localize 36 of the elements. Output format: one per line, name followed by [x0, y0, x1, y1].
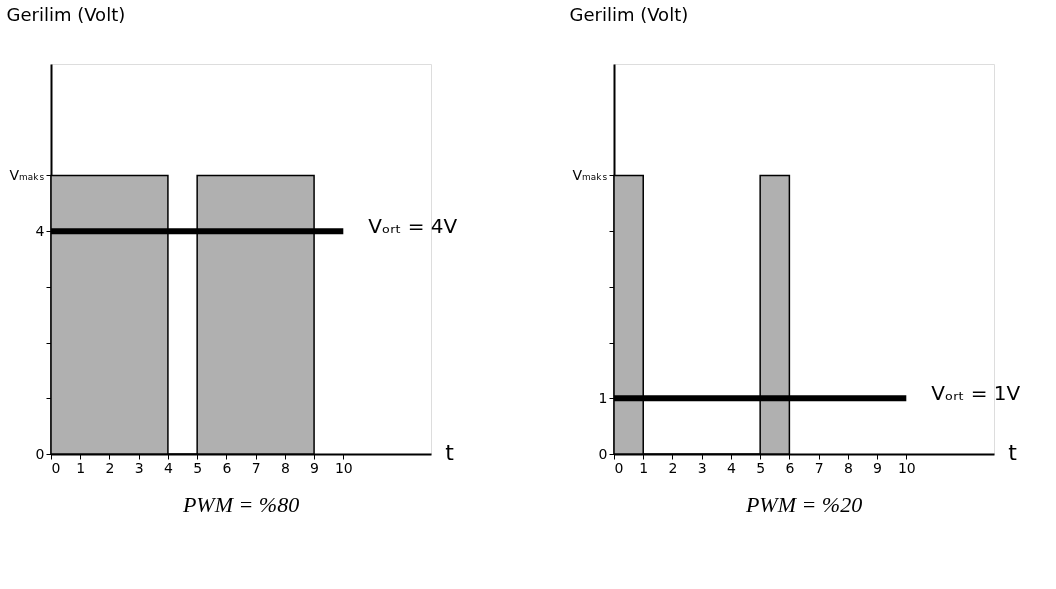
x-tick-label: 1: [639, 459, 649, 476]
y-axis-title: Gerilim (Volt): [569, 3, 689, 25]
x-tick-label: 7: [251, 459, 261, 476]
x-tick-label: 8: [280, 459, 290, 476]
x-tick-label: 4: [726, 459, 736, 476]
y-tick-label: Vₘₐₖₛ: [9, 166, 45, 183]
y-tick-label: 1: [598, 389, 608, 406]
x-tick-label: 6: [222, 459, 232, 476]
x-tick-label: 8: [843, 459, 853, 476]
x-tick-label: 10: [334, 459, 353, 476]
series-label: Vₒᵣₜ = 1V: [931, 381, 1021, 406]
x-tick-label: 3: [134, 459, 144, 476]
x-tick-label: 2: [105, 459, 115, 476]
x-tick-label: 0: [614, 459, 624, 476]
y-tick-label: 0: [598, 445, 608, 462]
text: PWM = %80: [181, 492, 300, 517]
series-label: Vₒᵣₜ = 4V: [368, 214, 458, 239]
y-tick-label: Vₘₐₖₛ: [572, 166, 608, 183]
x-tick-label: 10: [897, 459, 916, 476]
x-tick-label: 5: [756, 459, 766, 476]
x-tick-label: 0: [51, 459, 61, 476]
x-axis-title: t: [1008, 439, 1018, 465]
x-tick-label: 3: [697, 459, 707, 476]
x-tick-label: 5: [193, 459, 203, 476]
x-tick-label: 2: [668, 459, 678, 476]
x-tick-label: 9: [310, 459, 320, 476]
y-tick-label: 4: [35, 222, 45, 239]
x-tick-label: 1: [76, 459, 86, 476]
text: PWM = %20: [744, 492, 863, 517]
y-tick-label: 0: [35, 445, 45, 462]
x-tick-label: 9: [873, 459, 883, 476]
x-axis-title: t: [445, 439, 455, 465]
x-tick-label: 4: [163, 459, 173, 476]
x-tick-label: 6: [785, 459, 795, 476]
y-axis-title: Gerilim (Volt): [6, 3, 126, 25]
x-tick-label: 7: [814, 459, 824, 476]
